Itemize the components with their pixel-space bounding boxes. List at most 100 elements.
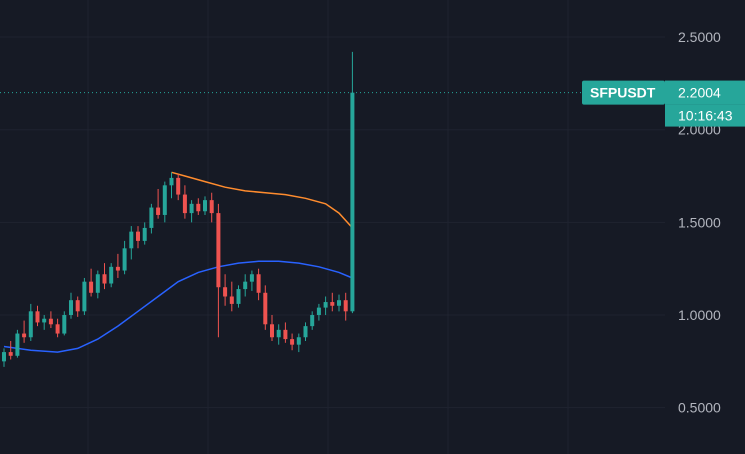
candle-body: [82, 281, 87, 312]
candle-body: [323, 302, 328, 308]
candle-body: [196, 203, 201, 212]
candle-body: [129, 231, 134, 249]
candle-body: [122, 248, 127, 271]
candle: [203, 196, 207, 215]
candle-body: [95, 274, 100, 293]
candle-body: [89, 281, 94, 293]
candle-body: [337, 300, 341, 306]
candle: [109, 263, 114, 288]
candle: [2, 348, 6, 367]
candle: [316, 303, 321, 321]
candle-body: [189, 203, 194, 214]
candle: [48, 311, 53, 328]
candle-body: [115, 266, 120, 271]
candle: [330, 292, 335, 312]
candle-body: [142, 227, 147, 241]
price-axis-tick: 2.5000: [678, 29, 721, 45]
candle: [8, 340, 13, 360]
candle: [42, 315, 47, 330]
candle: [22, 320, 27, 343]
candle-body: [310, 315, 315, 327]
candle-body: [209, 200, 214, 214]
candle: [75, 296, 80, 317]
candle-body: [176, 177, 181, 195]
last-price-badge: SFPUSDT 2.2004 10:16:43: [582, 80, 745, 127]
candle-body: [316, 307, 321, 316]
candle: [122, 240, 127, 275]
candle-body: [263, 292, 268, 325]
candle: [189, 200, 194, 223]
candle-body: [2, 352, 6, 362]
candle: [263, 285, 268, 330]
candle: [149, 203, 154, 234]
candle-body: [15, 333, 20, 356]
candle: [82, 277, 87, 316]
candle: [216, 203, 221, 338]
candle: [229, 281, 234, 312]
grid-layer: [0, 0, 665, 454]
candle-body: [236, 289, 241, 304]
candle-body: [169, 177, 174, 186]
candle: [196, 198, 201, 215]
candle: [69, 292, 73, 319]
last-price-label: 2.2004: [678, 85, 721, 101]
candle-body: [256, 274, 261, 293]
candle-body: [55, 324, 60, 334]
candle-body: [48, 318, 53, 325]
candle: [15, 329, 20, 358]
price-badge: [665, 80, 745, 105]
candle-body: [216, 213, 221, 288]
candle-body: [102, 274, 107, 284]
candle-body: [42, 318, 47, 323]
candle-body: [229, 296, 234, 304]
candle-body: [296, 337, 301, 345]
countdown-label: 10:16:43: [678, 108, 733, 124]
candle-body: [249, 274, 254, 282]
price-axis-tick: 0.5000: [678, 400, 721, 416]
candle: [142, 222, 147, 245]
candle: [156, 189, 161, 219]
candle-body: [203, 200, 207, 212]
candle: [256, 268, 261, 301]
candle-body: [276, 329, 281, 338]
moving-average-layer: [3, 171, 353, 353]
candle-body: [156, 207, 161, 215]
candle-body: [343, 300, 348, 312]
candle: [209, 192, 214, 223]
candle: [129, 226, 134, 260]
candle: [236, 285, 241, 308]
symbol-badge: [582, 80, 665, 105]
candle: [323, 296, 328, 316]
candle: [162, 181, 167, 223]
symbol-label: SFPUSDT: [590, 85, 656, 101]
candle: [350, 51, 355, 314]
candle-body: [8, 352, 13, 356]
candle: [102, 263, 107, 290]
candle: [176, 174, 181, 201]
candle: [89, 268, 94, 297]
candle: [283, 322, 288, 343]
candle-body: [330, 302, 335, 306]
price-axis-tick: 1.5000: [678, 214, 721, 230]
candle-body: [28, 311, 33, 338]
candle: [28, 303, 33, 341]
candle: [303, 322, 308, 341]
candle-body: [149, 207, 154, 228]
candle: [296, 333, 301, 353]
candle: [249, 270, 254, 291]
candle-body: [162, 185, 167, 215]
countdown-badge: [665, 104, 745, 127]
candle-body: [350, 92, 355, 312]
candle: [169, 172, 174, 199]
candle: [343, 292, 348, 321]
candle-body: [109, 266, 114, 284]
candle-body: [270, 324, 274, 338]
candle: [337, 294, 341, 312]
candle-body: [136, 231, 140, 241]
candle-body: [283, 329, 288, 340]
candle: [35, 305, 40, 327]
candle-body: [35, 311, 40, 323]
moving-average-fast: [171, 171, 353, 229]
